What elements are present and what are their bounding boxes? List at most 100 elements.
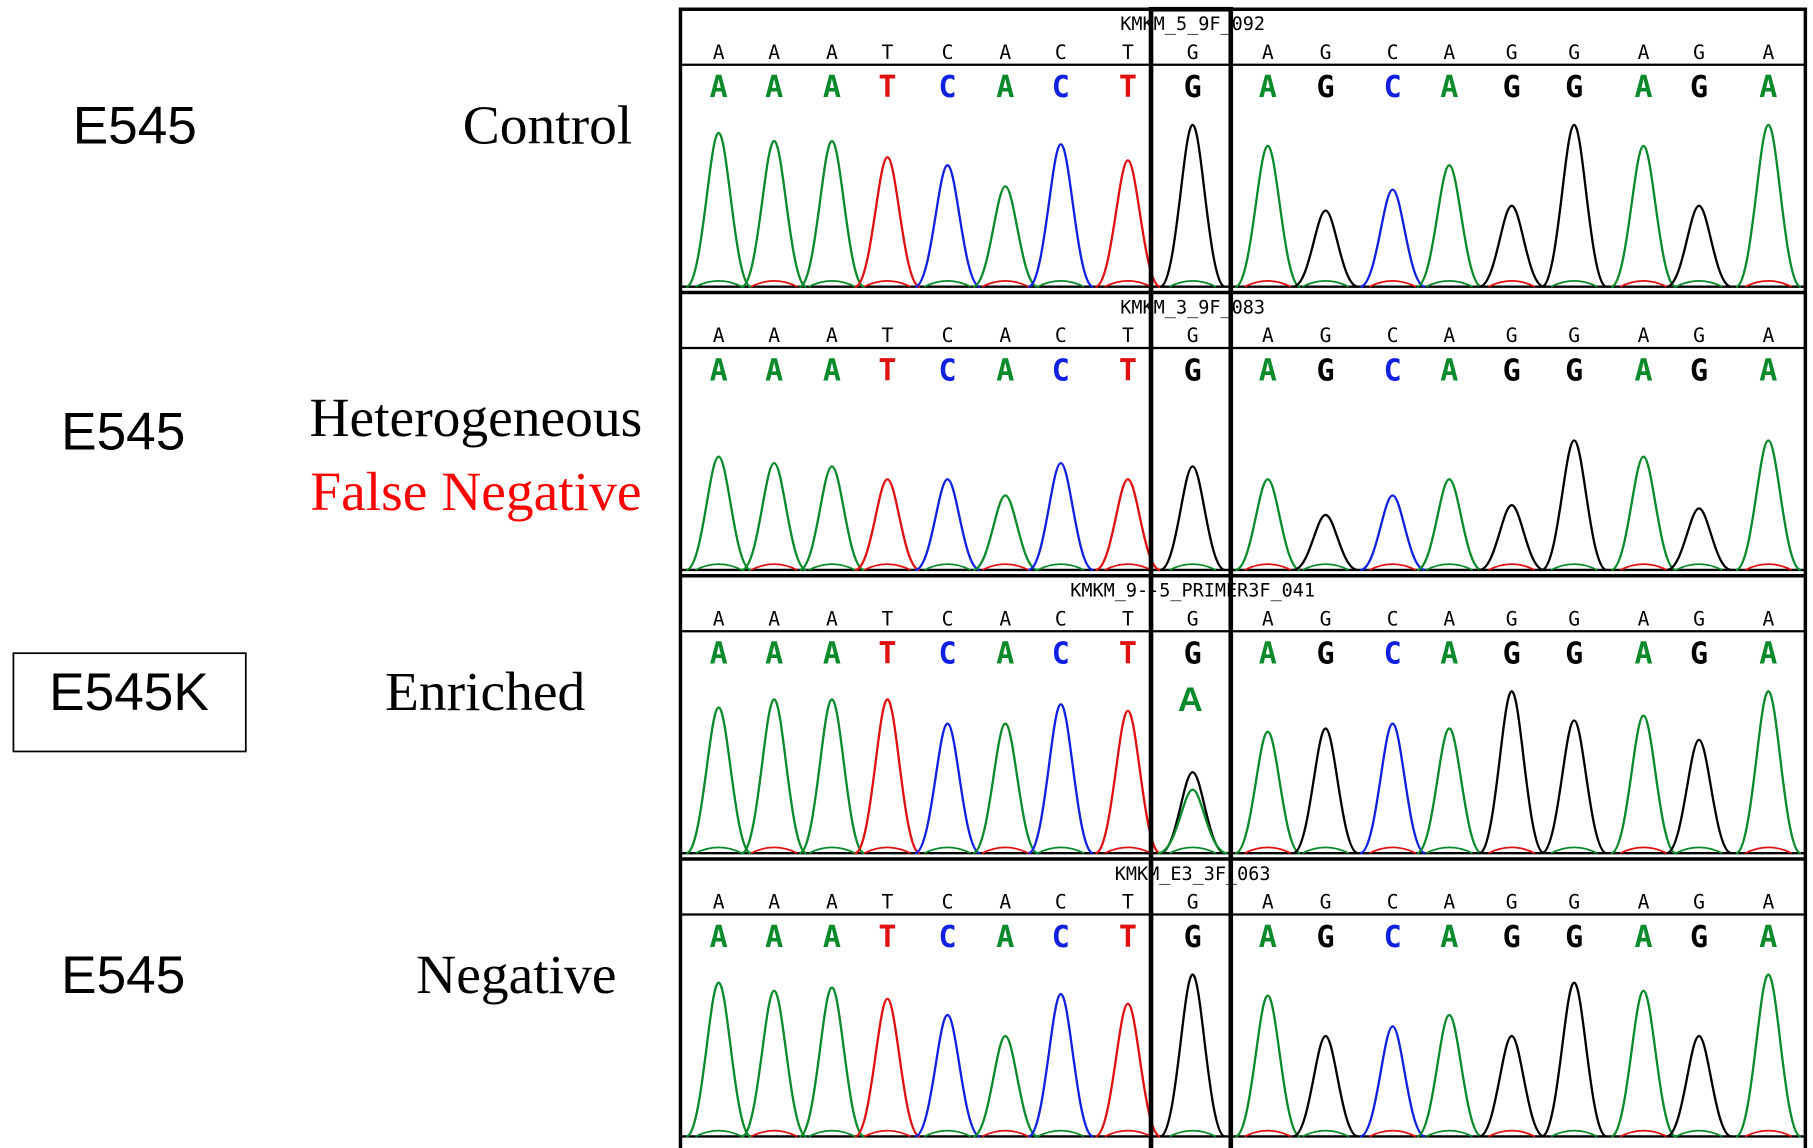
- reference-base: A: [1638, 607, 1650, 630]
- base-call: A: [1440, 637, 1458, 672]
- base-call: T: [878, 637, 896, 672]
- base-call: G: [1317, 920, 1335, 955]
- reference-base: T: [1122, 607, 1134, 630]
- base-call: A: [1259, 70, 1277, 105]
- base-call: T: [878, 353, 896, 388]
- reference-base: A: [1638, 41, 1650, 64]
- base-call: G: [1690, 920, 1708, 955]
- reference-base: C: [1055, 891, 1067, 914]
- reference-base: A: [768, 891, 780, 914]
- base-call: C: [938, 70, 956, 105]
- base-call: G: [1503, 637, 1521, 672]
- base-call: A: [1259, 637, 1277, 672]
- reference-base: G: [1568, 324, 1580, 347]
- reference-base: A: [1762, 607, 1774, 630]
- reference-base: T: [1122, 41, 1134, 64]
- reference-base: G: [1506, 41, 1518, 64]
- reference-base: G: [1506, 324, 1518, 347]
- sample-name: KMKM_5_9F_092: [1120, 14, 1265, 35]
- reference-base: A: [768, 324, 780, 347]
- gene-label: E545: [61, 946, 185, 1005]
- base-call: G: [1690, 353, 1708, 388]
- reference-base: A: [1443, 607, 1455, 630]
- base-call: A: [1440, 70, 1458, 105]
- gene-label: E545K: [49, 663, 209, 722]
- base-call: G: [1503, 920, 1521, 955]
- reference-base: A: [1262, 41, 1274, 64]
- reference-base: A: [826, 607, 838, 630]
- base-call: G: [1565, 70, 1583, 105]
- base-call: C: [1052, 637, 1070, 672]
- reference-base: G: [1693, 891, 1705, 914]
- reference-base: G: [1506, 891, 1518, 914]
- reference-base: G: [1693, 324, 1705, 347]
- base-call: G: [1690, 70, 1708, 105]
- base-call: A: [710, 637, 728, 672]
- reference-base: A: [1262, 891, 1274, 914]
- base-call: C: [1052, 353, 1070, 388]
- reference-base: G: [1568, 607, 1580, 630]
- reference-base: C: [1055, 607, 1067, 630]
- base-call: G: [1184, 920, 1202, 955]
- reference-base: C: [942, 324, 954, 347]
- reference-base: A: [999, 891, 1011, 914]
- base-call: A: [765, 353, 783, 388]
- base-call: A: [1634, 353, 1652, 388]
- base-call: G: [1317, 637, 1335, 672]
- base-call: G: [1184, 70, 1202, 105]
- base-call: A: [823, 70, 841, 105]
- reference-base: C: [942, 891, 954, 914]
- status-label: Enriched: [385, 662, 586, 723]
- base-call: A: [1634, 637, 1652, 672]
- base-call: A: [1440, 920, 1458, 955]
- base-call: A: [996, 353, 1014, 388]
- base-call: G: [1565, 920, 1583, 955]
- base-call: G: [1503, 70, 1521, 105]
- reference-base: G: [1320, 891, 1332, 914]
- sample-name: KMKM_3_9F_083: [1120, 297, 1265, 318]
- status-label: Heterogeneous: [309, 388, 642, 449]
- reference-base: A: [826, 891, 838, 914]
- base-call: A: [1259, 353, 1277, 388]
- reference-base: A: [768, 607, 780, 630]
- reference-base: T: [1122, 324, 1134, 347]
- base-call: A: [823, 353, 841, 388]
- reference-base: A: [1443, 324, 1455, 347]
- sample-name: KMKM_9--5_PRIMER3F_041: [1070, 581, 1315, 602]
- reference-base: T: [1122, 891, 1134, 914]
- base-call: A: [996, 920, 1014, 955]
- reference-base: T: [882, 607, 894, 630]
- base-call: T: [1119, 920, 1137, 955]
- reference-base: C: [1387, 324, 1399, 347]
- base-call: G: [1690, 637, 1708, 672]
- reference-base: A: [1443, 41, 1455, 64]
- base-call: T: [1119, 637, 1137, 672]
- base-call: T: [1119, 70, 1137, 105]
- reference-base: G: [1320, 607, 1332, 630]
- base-call: G: [1317, 353, 1335, 388]
- reference-base: T: [882, 891, 894, 914]
- figure: KMKM_5_9F_092AAATCACTGAGCAGGAGAAAATCACTG…: [0, 0, 1813, 1148]
- reference-base: A: [1443, 891, 1455, 914]
- base-call: C: [1052, 920, 1070, 955]
- reference-base: A: [1762, 41, 1774, 64]
- base-call: A: [765, 920, 783, 955]
- status-label: Negative: [416, 945, 616, 1006]
- reference-base: A: [713, 41, 725, 64]
- base-call: A: [823, 637, 841, 672]
- base-call: C: [1384, 920, 1402, 955]
- base-call: A: [765, 70, 783, 105]
- base-call: C: [938, 353, 956, 388]
- base-call: A: [710, 353, 728, 388]
- base-call: A: [823, 920, 841, 955]
- base-call: G: [1317, 70, 1335, 105]
- reference-base: C: [1387, 607, 1399, 630]
- base-call: C: [1384, 353, 1402, 388]
- reference-base: A: [768, 41, 780, 64]
- reference-base: A: [713, 891, 725, 914]
- reference-base: A: [1762, 891, 1774, 914]
- reference-base: G: [1187, 324, 1199, 347]
- base-call: A: [1259, 920, 1277, 955]
- reference-base: G: [1187, 891, 1199, 914]
- reference-base: C: [1055, 41, 1067, 64]
